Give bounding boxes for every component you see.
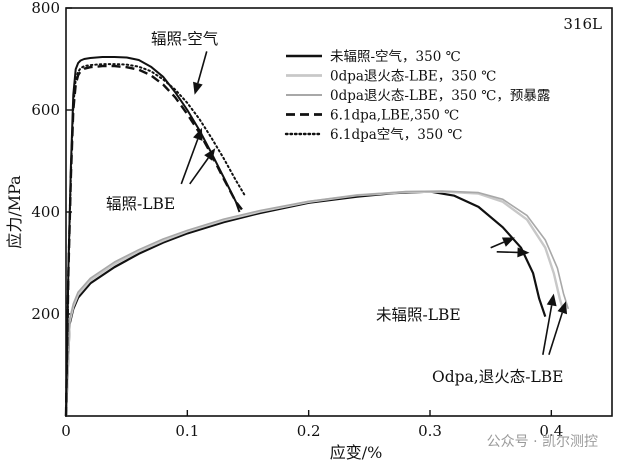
series-line-5 — [65, 56, 241, 417]
x-tick-label: 0.3 — [418, 422, 442, 440]
legend: 未辐照-空气，350 ℃ 0dpa退火态-LBE，350 ℃ 0dpa退火态-LBE… — [284, 49, 551, 143]
legend-item: 6.1dpa空气，350 ℃ — [284, 127, 462, 143]
annotation-arrow — [193, 51, 208, 95]
annotation-arrow — [490, 237, 515, 249]
series-line-0 — [64, 190, 547, 417]
material-label: 316L — [563, 15, 602, 33]
legend-label: 6.1dpa空气，350 ℃ — [330, 127, 462, 143]
annotation-arrow — [496, 247, 530, 258]
y-tick-label: 800 — [31, 0, 60, 17]
series-line-3 — [64, 64, 243, 417]
y-tick-label: 600 — [31, 101, 60, 119]
watermark: 公众号 · 凯尔测控 — [487, 434, 598, 450]
x-tick-label: 0.2 — [297, 422, 321, 440]
annotation-arrow — [189, 148, 216, 185]
legend-label: 6.1dpa,LBE,350 ℃ — [330, 108, 459, 124]
y-tick-label: 200 — [31, 305, 60, 323]
y-axis-ticks: 200 400 600 800 — [31, 0, 72, 323]
x-tick-label: 0.1 — [175, 422, 199, 440]
annotation-label-unirradiated-lbe: 未辐照-LBE — [376, 306, 461, 324]
annotation-label-annealed-lbe: Odpa,退火态-LBE — [432, 368, 563, 386]
legend-item: 0dpa退火态-LBE，350 ℃，预暴露 — [286, 88, 551, 104]
series-layer — [64, 56, 570, 417]
annotations-layer — [180, 51, 568, 356]
legend-label: 未辐照-空气，350 ℃ — [330, 49, 461, 65]
annotation-arrow — [548, 301, 568, 356]
legend-item: 0dpa退火态-LBE，350 ℃ — [286, 69, 496, 85]
legend-item: 6.1dpa,LBE,350 ℃ — [286, 108, 459, 124]
legend-label: 0dpa退火态-LBE，350 ℃，预暴露 — [330, 88, 551, 104]
series-line-4 — [65, 63, 247, 417]
x-axis-title: 应变/% — [330, 443, 383, 462]
x-tick-label: 0 — [61, 422, 71, 440]
annotation-label-irradiated-air: 辐照-空气 — [151, 30, 218, 48]
annotation-label-irradiated-lbe: 辐照-LBE — [106, 195, 175, 213]
x-tick-label: 0.4 — [539, 422, 563, 440]
legend-label: 0dpa退火态-LBE，350 ℃ — [330, 69, 496, 85]
legend-item: 未辐照-空气，350 ℃ — [286, 49, 461, 65]
series-line-2 — [65, 190, 570, 417]
y-axis-title: 应力/MPa — [5, 175, 24, 249]
annotation-arrow — [180, 127, 203, 185]
x-axis-ticks: 0 0.1 0.2 0.3 0.4 — [61, 410, 563, 440]
y-tick-label: 400 — [31, 203, 60, 221]
annotation-arrow — [542, 293, 557, 355]
